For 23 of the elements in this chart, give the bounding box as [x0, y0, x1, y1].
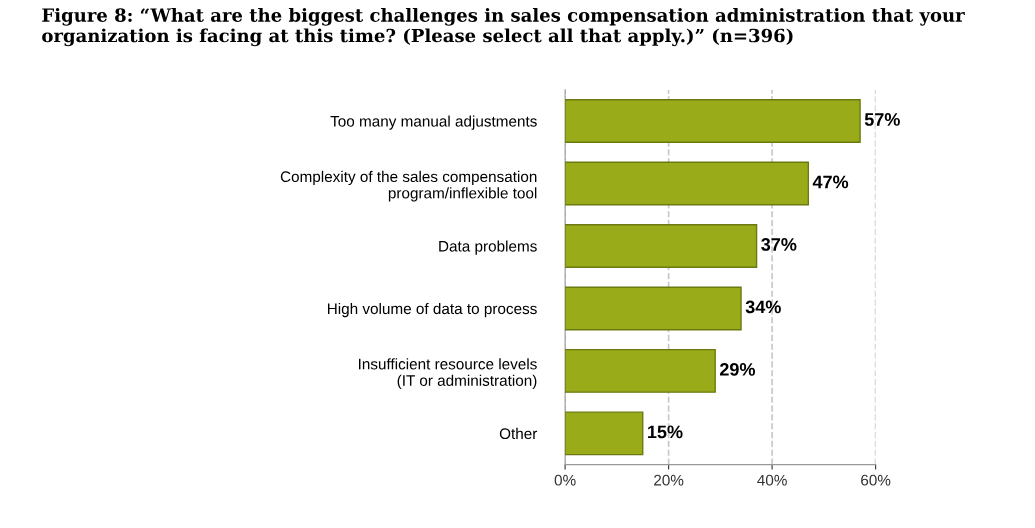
bar — [565, 286, 742, 331]
bar — [565, 99, 861, 143]
x-tick-label: 60% — [861, 474, 891, 486]
chart-title: Figure 8: “What are the biggest challenges in sales compensation administration that your organization is facing at this time? (Please select all that apply.)” (n=396) — [42, 7, 965, 47]
data-label: 57% — [864, 113, 900, 126]
y-tick-label: High volume of data to process — [327, 302, 537, 318]
data-label: 47% — [812, 175, 849, 189]
bar — [565, 348, 716, 393]
data-label: 37% — [761, 238, 797, 251]
x-tick-label: 0% — [554, 474, 576, 486]
y-tick-label: Data problems — [439, 240, 537, 255]
y-tick-label: Complexity of the sales compensation program/inflexible tool — [280, 170, 537, 202]
bar — [565, 411, 644, 456]
x-tick-label: 20% — [654, 474, 684, 486]
data-label: 29% — [719, 362, 756, 376]
data-label: 34% — [745, 300, 781, 314]
bar — [565, 224, 758, 268]
data-label: 15% — [648, 425, 683, 439]
y-tick-label: Too many manual adjustments — [330, 115, 537, 130]
bar — [565, 161, 810, 206]
y-tick-label: Insufficient resource levels (IT or administration) — [359, 358, 537, 389]
y-tick-label: Other — [499, 427, 538, 440]
x-tick-label: 40% — [757, 474, 787, 486]
